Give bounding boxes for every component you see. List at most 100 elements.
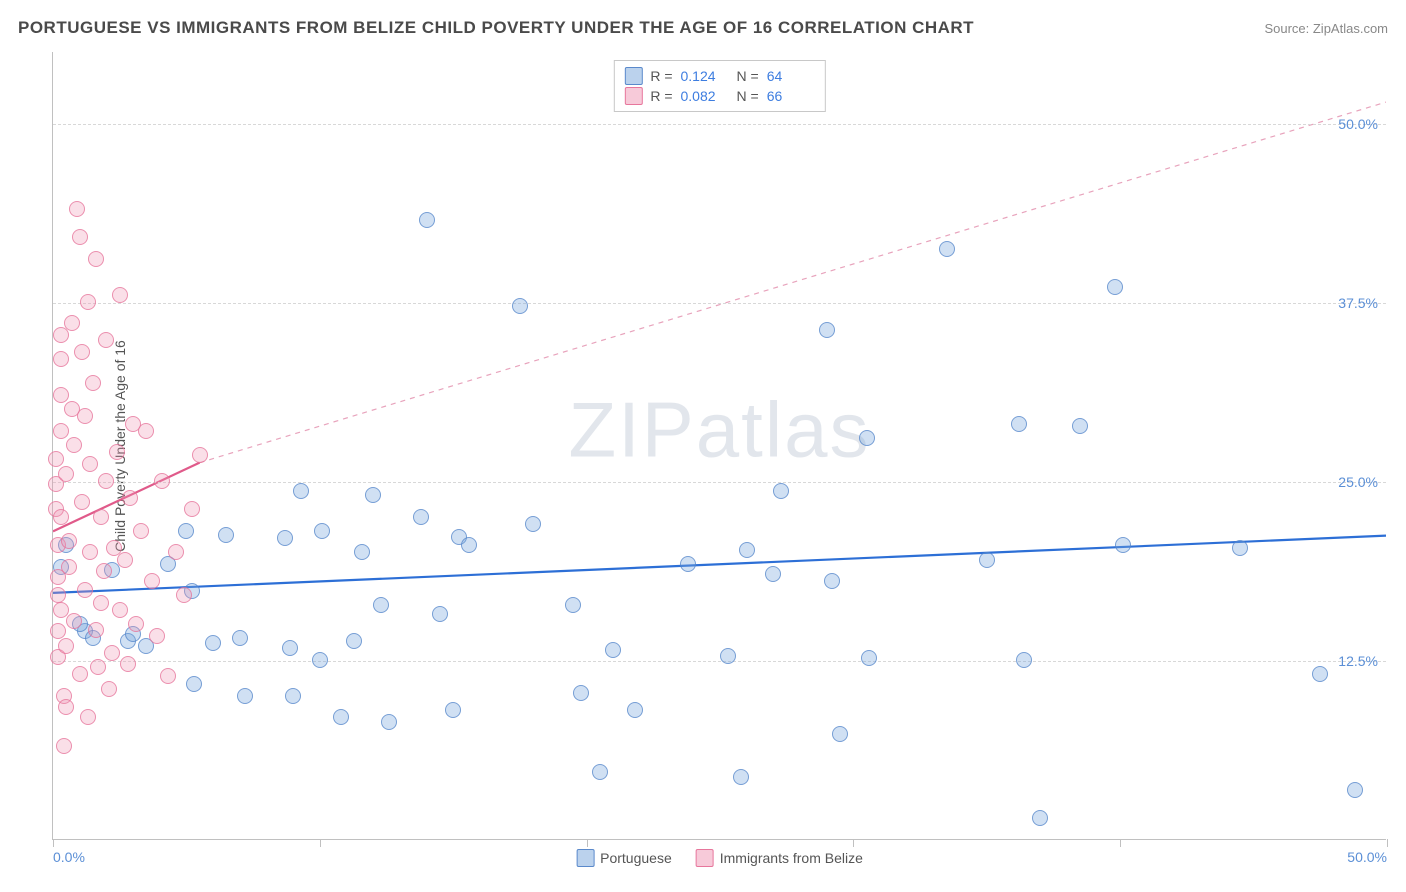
data-point — [1016, 652, 1032, 668]
stats-legend: R =0.124N =64R =0.082N =66 — [613, 60, 825, 112]
data-point — [149, 628, 165, 644]
x-tick — [1120, 839, 1121, 847]
data-point — [53, 387, 69, 403]
data-point — [144, 573, 160, 589]
data-point — [74, 344, 90, 360]
r-label: R = — [650, 88, 672, 104]
data-point — [939, 241, 955, 257]
data-point — [74, 494, 90, 510]
data-point — [66, 613, 82, 629]
data-point — [58, 699, 74, 715]
legend-swatch — [624, 67, 642, 85]
data-point — [101, 681, 117, 697]
data-point — [138, 423, 154, 439]
data-point — [1232, 540, 1248, 556]
data-point — [205, 635, 221, 651]
data-point — [82, 544, 98, 560]
data-point — [1011, 416, 1027, 432]
r-value: 0.082 — [681, 88, 729, 104]
data-point — [1032, 810, 1048, 826]
data-point — [93, 595, 109, 611]
x-tick-label: 50.0% — [1347, 849, 1387, 865]
data-point — [314, 523, 330, 539]
data-point — [293, 483, 309, 499]
data-point — [53, 602, 69, 618]
data-point — [739, 542, 755, 558]
data-point — [104, 645, 120, 661]
data-point — [1107, 279, 1123, 295]
data-point — [720, 648, 736, 664]
data-point — [56, 738, 72, 754]
data-point — [1347, 782, 1363, 798]
data-point — [96, 563, 112, 579]
data-point — [48, 451, 64, 467]
data-point — [1312, 666, 1328, 682]
data-point — [88, 251, 104, 267]
data-point — [680, 556, 696, 572]
data-point — [80, 709, 96, 725]
data-point — [413, 509, 429, 525]
legend-swatch — [576, 849, 594, 867]
gridline — [53, 303, 1386, 304]
data-point — [859, 430, 875, 446]
data-point — [77, 408, 93, 424]
source-label: Source: ZipAtlas.com — [1264, 21, 1388, 36]
data-point — [765, 566, 781, 582]
data-point — [61, 533, 77, 549]
data-point — [218, 527, 234, 543]
data-point — [90, 659, 106, 675]
x-tick — [587, 839, 588, 847]
data-point — [133, 523, 149, 539]
data-point — [1115, 537, 1131, 553]
watermark: ZIPatlas — [568, 384, 870, 475]
n-value: 64 — [767, 68, 815, 84]
data-point — [120, 656, 136, 672]
data-point — [93, 509, 109, 525]
data-point — [186, 676, 202, 692]
data-point — [525, 516, 541, 532]
n-value: 66 — [767, 88, 815, 104]
series-legend: PortugueseImmigrants from Belize — [576, 849, 863, 867]
data-point — [53, 423, 69, 439]
data-point — [184, 501, 200, 517]
x-tick — [53, 839, 54, 847]
x-tick — [1387, 839, 1388, 847]
data-point — [312, 652, 328, 668]
legend-swatch — [624, 87, 642, 105]
data-point — [69, 201, 85, 217]
data-point — [277, 530, 293, 546]
y-tick-label: 25.0% — [1338, 474, 1378, 490]
stats-row: R = 0.082 N = 66 — [624, 86, 814, 106]
data-point — [285, 688, 301, 704]
data-point — [512, 298, 528, 314]
data-point — [61, 559, 77, 575]
x-tick — [320, 839, 321, 847]
data-point — [53, 509, 69, 525]
data-point — [1072, 418, 1088, 434]
data-point — [832, 726, 848, 742]
data-point — [72, 229, 88, 245]
legend-label: Portuguese — [600, 850, 672, 866]
data-point — [573, 685, 589, 701]
data-point — [627, 702, 643, 718]
stats-row: R =0.124N =64 — [624, 66, 814, 86]
data-point — [381, 714, 397, 730]
x-tick — [853, 839, 854, 847]
data-point — [168, 544, 184, 560]
n-label: N = — [737, 88, 759, 104]
data-point — [154, 473, 170, 489]
data-point — [432, 606, 448, 622]
data-point — [98, 332, 114, 348]
data-point — [365, 487, 381, 503]
data-point — [445, 702, 461, 718]
data-point — [77, 582, 93, 598]
data-point — [88, 622, 104, 638]
n-label: N = — [737, 68, 759, 84]
data-point — [282, 640, 298, 656]
data-point — [346, 633, 362, 649]
data-point — [112, 287, 128, 303]
trend-lines — [53, 52, 1386, 839]
y-tick-label: 12.5% — [1338, 653, 1378, 669]
data-point — [237, 688, 253, 704]
data-point — [112, 602, 128, 618]
